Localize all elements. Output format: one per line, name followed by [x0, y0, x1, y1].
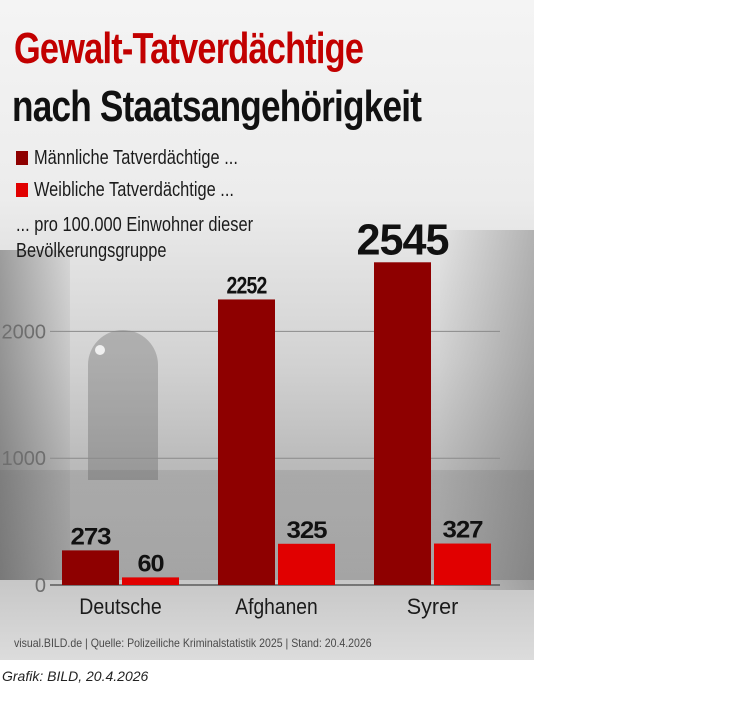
legend-item-female: Weibliche Tatverdächtige ...: [16, 178, 278, 202]
infographic-card: Gewalt-Tatverdächtige nach Staatsangehör…: [0, 0, 534, 660]
data-label-deutsche-male: 273: [71, 523, 112, 550]
x-tick-label-deutsche: Deutsche: [79, 594, 161, 619]
data-label-syrer-male: 2545: [357, 215, 450, 264]
bar-afghanen-female: [278, 543, 335, 585]
legend-swatch-female: [16, 183, 28, 197]
data-label-deutsche-female: 60: [138, 550, 165, 577]
legend-label-male: Männliche Tatverdächtige ...: [34, 146, 238, 169]
y-tick-label-0: 0: [35, 575, 46, 597]
bar-syrer-male: [374, 262, 431, 585]
chart-title-line1: Gewalt-Tatverdächtige: [14, 24, 364, 73]
bar-deutsche-male: [62, 550, 119, 585]
bar-afghanen-male: [218, 299, 275, 585]
x-tick-label-syrer: Syrer: [407, 594, 459, 619]
chart-title-line2: nach Staatsangehörigkeit: [12, 82, 422, 131]
x-tick-label-afghanen: Afghanen: [235, 594, 317, 619]
y-tick-label-1000: 1000: [2, 448, 47, 470]
chart-note: ... pro 100.000 Einwohner dieser Bevölke…: [16, 214, 254, 262]
source-line: visual.BILD.de | Quelle: Polizeiliche Kr…: [14, 636, 372, 650]
image-credit: Grafik: BILD, 20.4.2026: [2, 668, 149, 684]
legend-item-male: Männliche Tatverdächtige ...: [16, 146, 283, 170]
data-label-afghanen-female: 325: [287, 517, 328, 544]
bar-syrer-female: [434, 543, 491, 585]
legend-swatch-male: [16, 151, 28, 165]
data-label-syrer-female: 327: [443, 517, 484, 544]
data-label-afghanen-male: 2252: [227, 272, 268, 299]
legend-label-female: Weibliche Tatverdächtige ...: [34, 178, 234, 201]
bar-chart: 0 1000 2000 273 60 Deutsche 2252 325 Afghanen 254…: [2, 215, 500, 619]
bar-deutsche-female: [122, 577, 179, 585]
y-tick-label-2000: 2000: [2, 321, 47, 343]
